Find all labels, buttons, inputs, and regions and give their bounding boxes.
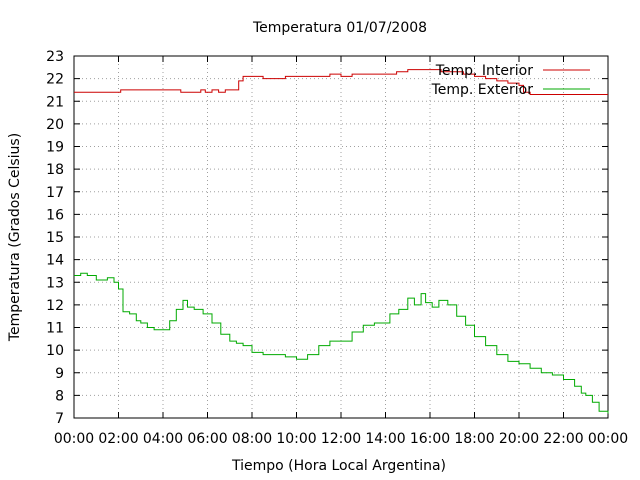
x-tick-label: 00:00	[588, 431, 628, 447]
x-axis-label: Tiempo (Hora Local Argentina)	[231, 458, 446, 474]
x-tick-label: 10:00	[276, 431, 316, 447]
y-tick-label: 12	[46, 298, 64, 314]
y-axis-label: Temperatura (Grados Celsius)	[7, 133, 23, 342]
x-tick-label: 08:00	[232, 431, 272, 447]
x-tick-label: 18:00	[454, 431, 494, 447]
x-tick-label: 04:00	[143, 431, 183, 447]
x-tick-label: 06:00	[187, 431, 227, 447]
y-axis-tick-labels: 7 8 9 10 11 12 13 14 15 16 17 18 19 20 21 22 23	[46, 49, 64, 427]
grid	[74, 56, 608, 418]
series-line-exterior	[74, 272, 609, 414]
series-line-interior	[74, 69, 608, 95]
y-tick-label: 11	[46, 321, 64, 337]
x-tick-label: 00:00	[54, 431, 94, 447]
x-tick-label: 14:00	[365, 431, 405, 447]
y-tick-label: 13	[46, 275, 64, 291]
axis-ticks	[73, 55, 609, 419]
y-tick-label: 9	[55, 366, 64, 382]
legend: Temp. Interior Temp. Exterior	[431, 63, 590, 98]
legend-label: Temp. Interior	[435, 63, 534, 79]
y-tick-label: 10	[46, 343, 64, 359]
y-tick-label: 16	[46, 207, 64, 223]
y-tick-label: 20	[46, 117, 64, 133]
y-tick-label: 14	[46, 253, 64, 269]
y-tick-label: 19	[46, 140, 64, 156]
x-tick-label: 22:00	[543, 431, 583, 447]
y-tick-label: 23	[46, 49, 64, 65]
y-tick-label: 7	[55, 411, 64, 427]
x-tick-label: 12:00	[321, 431, 361, 447]
x-tick-label: 02:00	[98, 431, 138, 447]
y-tick-label: 22	[46, 72, 64, 88]
x-tick-label: 20:00	[499, 431, 539, 447]
y-tick-label: 15	[46, 230, 64, 246]
y-tick-label: 21	[46, 94, 64, 110]
y-tick-label: 18	[46, 162, 64, 178]
x-axis-tick-labels: 00:00 02:00 04:00 06:00 08:00 10:00 12:00 14:00…	[54, 431, 628, 447]
chart-title: Temperatura 01/07/2008	[252, 20, 427, 36]
x-tick-label: 16:00	[410, 431, 450, 447]
y-tick-label: 17	[46, 185, 64, 201]
y-tick-label: 8	[55, 388, 64, 404]
series-lines	[74, 69, 609, 414]
legend-label: Temp. Exterior	[431, 82, 534, 98]
